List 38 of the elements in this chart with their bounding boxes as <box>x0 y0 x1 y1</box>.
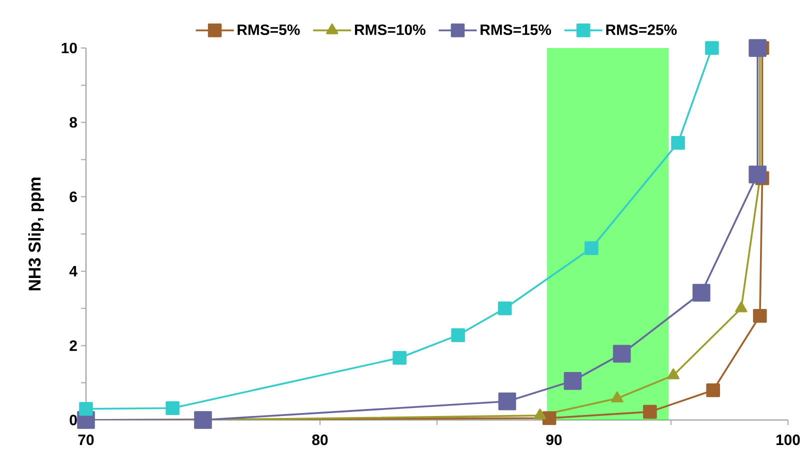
point <box>753 308 767 323</box>
point <box>79 402 93 416</box>
point <box>451 328 465 342</box>
y-tick-label: 8 <box>70 117 78 128</box>
point <box>667 368 680 380</box>
point <box>542 411 556 426</box>
y-tick-label: 6 <box>70 192 77 202</box>
x-tick-label: 70 <box>78 434 94 446</box>
y-tick-label: 0 <box>70 414 77 426</box>
legend-label: RMS=25% <box>606 24 677 36</box>
point <box>564 372 582 390</box>
point <box>692 284 710 302</box>
point <box>612 344 631 363</box>
point <box>643 404 657 419</box>
point <box>706 383 720 398</box>
point <box>498 302 512 316</box>
point <box>534 408 546 420</box>
point <box>735 302 748 312</box>
legend-label: RMS=15% <box>480 24 552 36</box>
legend-label: RMS=10% <box>355 24 426 36</box>
legend-label: RMS=5% <box>238 24 300 36</box>
point <box>748 39 766 57</box>
x-tick-label: 80 <box>312 434 328 446</box>
point <box>166 401 180 415</box>
point <box>671 136 685 150</box>
point <box>194 411 212 429</box>
point <box>705 41 719 55</box>
point <box>392 350 406 365</box>
x-tick-label: 100 <box>776 434 800 446</box>
y-axis-title: NH3 Slip, ppm <box>28 178 44 290</box>
y-tick-label: 4 <box>69 266 78 276</box>
point <box>748 166 766 184</box>
y-tick-label: 10 <box>62 42 77 54</box>
x-tick-label: 90 <box>546 434 562 446</box>
point <box>498 392 516 410</box>
y-tick-label: 2 <box>70 340 77 351</box>
point <box>611 392 624 402</box>
point <box>584 241 598 256</box>
